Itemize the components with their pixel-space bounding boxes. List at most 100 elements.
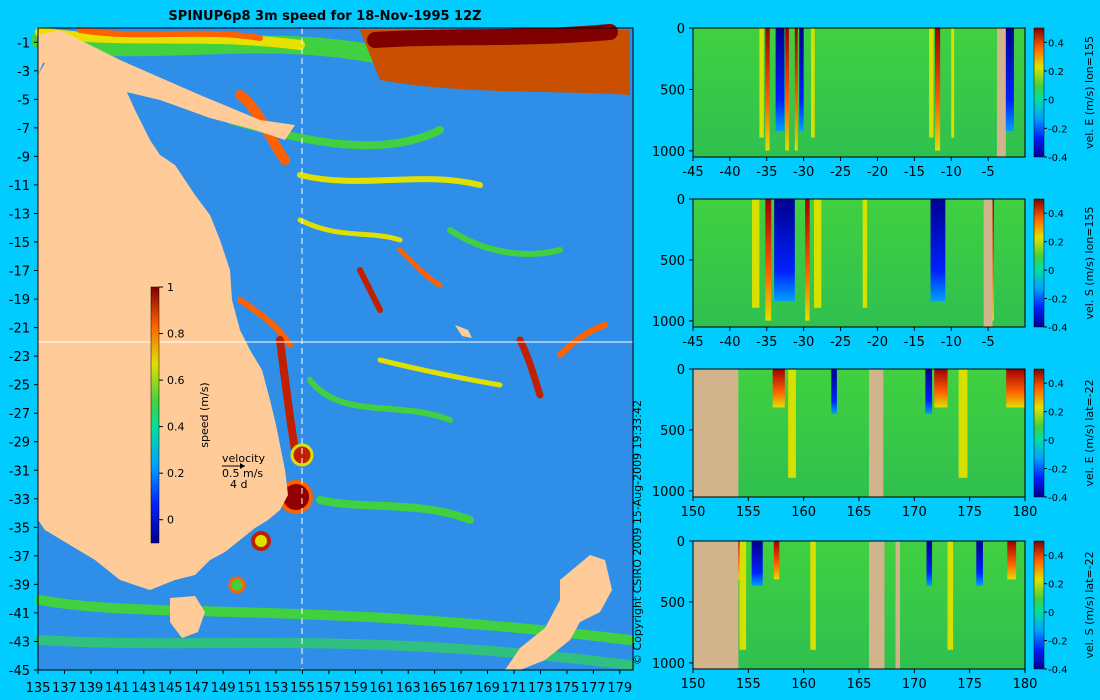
section-feature-negative (774, 199, 795, 302)
section-feature-positive (813, 199, 822, 308)
section-colorbar-label: vel. S (m/s) lat=-22 (1083, 551, 1096, 658)
section-x-tick-label: 155 (736, 677, 761, 692)
velocity-legend-days: 4 d (230, 478, 247, 491)
velocity-legend: velocity 0.5 m/s 4 d (222, 452, 265, 491)
eddy (290, 443, 314, 467)
land (38, 28, 612, 670)
section-feature-positive (862, 199, 868, 308)
section-feature-strong-positive (805, 199, 810, 321)
section-colorbar-tick-label: -0.4 (1048, 665, 1068, 676)
section-y-tick-label: 1000 (652, 657, 685, 672)
australia (38, 52, 288, 590)
section-colorbar-tick-label: 0 (1048, 96, 1054, 107)
section-x-tick-label: -30 (793, 165, 814, 180)
section-colorbar-tick-label: 0.4 (1048, 209, 1064, 220)
section-colorbar (1033, 198, 1045, 328)
map-x-tick-label: 135 (26, 681, 51, 696)
section-feature-strong-positive (765, 28, 770, 151)
map-x-tick-label: 145 (158, 681, 183, 696)
section-feature-positive (810, 541, 816, 650)
section-land (996, 28, 1006, 157)
section-land (868, 541, 885, 669)
section-colorbar-tick-label: 0.2 (1048, 67, 1064, 78)
velocity-legend-speed: 0.5 m/s (222, 467, 263, 480)
map-x-tick-label: 169 (475, 681, 500, 696)
map-x-tick-label: 163 (396, 681, 421, 696)
section-frame (692, 198, 1026, 328)
colorbar-tick-label: 0.2 (167, 467, 185, 480)
section-x-tick-label: -5 (982, 165, 995, 180)
section-colorbar-tick-label: 0 (1048, 266, 1054, 277)
map-y-tick-label: -35 (9, 521, 30, 536)
map-y-tick-label: -45 (9, 664, 30, 679)
map-y-tick-label: -7 (17, 122, 30, 137)
map-x-tick-label: 173 (528, 681, 553, 696)
section-land (983, 199, 993, 327)
eddy (228, 576, 246, 594)
section-feature-strong-positive (794, 28, 798, 151)
section-x-tick-label: 155 (736, 505, 761, 520)
colorbar-tick-label: 0.4 (167, 421, 185, 434)
section-x-tick-label: -45 (682, 335, 703, 350)
section-colorbar-tick-label: 0.4 (1048, 551, 1064, 562)
map-y-tick-label: -27 (9, 407, 30, 422)
section-y-tick-label: 0 (677, 193, 685, 208)
map-y-tick-label: -1 (17, 36, 30, 51)
section-x-tick-label: -15 (904, 335, 925, 350)
section-x-tick-label: -10 (941, 165, 962, 180)
section-feature-negative (799, 28, 804, 132)
section-panel-1: -45 -40 -35 -30 -25 -20 -15 -10 -5 0 500 1000 0.4 0.2… (652, 22, 1096, 180)
section-x-tick-label: 170 (902, 505, 927, 520)
section-feature-positive (811, 28, 815, 138)
colorbar-tick-label: 0.6 (167, 374, 185, 387)
section-x-tick-label: 175 (957, 677, 982, 692)
section-land (693, 369, 739, 497)
section-feature-strong-positive (1006, 369, 1025, 408)
section-feature-positive (788, 369, 796, 478)
section-x-tick-label: -20 (867, 335, 888, 350)
section-x-tick-label: -30 (793, 335, 814, 350)
section-feature-strong-positive (934, 369, 948, 408)
map-y-tick-label: -29 (9, 436, 30, 451)
section-land (895, 541, 900, 669)
section-feature-positive (929, 28, 934, 138)
section-y-tick-label: 0 (677, 535, 685, 550)
section-x-tick-label: -10 (941, 335, 962, 350)
section-y-tick-label: 500 (660, 424, 685, 439)
section-x-tick-label: 165 (847, 677, 872, 692)
section-frame (692, 27, 1026, 158)
section-feature-strong-positive (785, 28, 789, 151)
map-x-tick-label: 139 (78, 681, 103, 696)
new-zealand (505, 555, 612, 670)
chart-title: SPINUP6p8 3m speed for 18-Nov-1995 12Z (168, 9, 481, 24)
section-colorbar (1033, 368, 1045, 498)
map-y-tick-label: -37 (9, 550, 30, 565)
section-colorbar-tick-label: -0.4 (1048, 323, 1068, 334)
section-feature-positive (759, 28, 764, 138)
map-x-tick-label: 161 (369, 681, 394, 696)
section-y-tick-label: 0 (677, 363, 685, 378)
section-x-tick-label: -35 (756, 165, 777, 180)
section-x-tick-label: 180 (1013, 505, 1038, 520)
new-caledonia (455, 325, 472, 338)
section-feature-negative (976, 541, 983, 586)
section-y-tick-label: 0 (677, 22, 685, 37)
section-x-tick-label: 175 (957, 505, 982, 520)
section-feature-negative (831, 369, 837, 414)
section-feature-positive (739, 541, 747, 650)
copyright-text: © Copyright CSIRO 2009 15-Aug-2009 19:33… (631, 400, 644, 665)
section-y-tick-label: 500 (660, 254, 685, 269)
section-panel-2: -45 -40 -35 -30 -25 -20 -15 -10 -5 0 500 1000 0.4 0.2… (652, 193, 1096, 350)
section-panel-4: 150 155 160 165 170 175 180 0 500 1000 0.4 0.2 0 -0.2… (652, 535, 1096, 692)
map-y-tick-label: -31 (9, 464, 30, 479)
section-x-tick-label: 165 (847, 505, 872, 520)
section-colorbar-tick-label: 0 (1048, 436, 1054, 447)
section-colorbar-tick-label: -0.2 (1048, 465, 1068, 476)
section-land (868, 369, 884, 497)
colorbar-tick-label: 0 (167, 514, 174, 527)
map-panel: 135 137 139 141 143 145 147 149 151 153 155 157 159 1… (9, 24, 635, 696)
section-colorbar-tick-label: 0.4 (1048, 38, 1064, 49)
section-x-tick-label: -15 (904, 165, 925, 180)
section-colorbar (1033, 540, 1045, 670)
section-colorbar-tick-label: -0.4 (1048, 493, 1068, 504)
